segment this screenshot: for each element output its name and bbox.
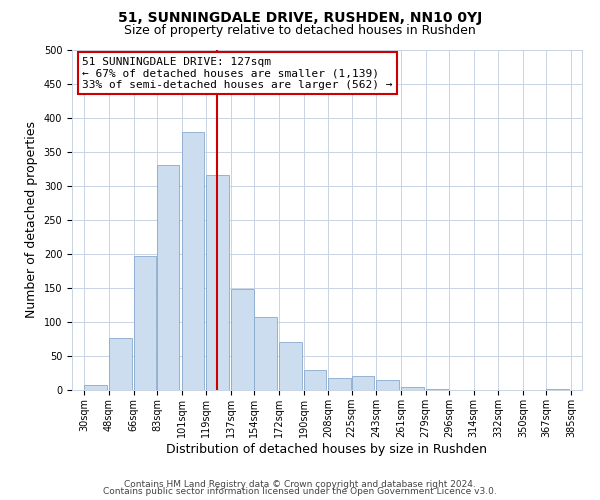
Bar	[134, 256, 156, 390]
Bar	[157, 165, 179, 390]
Bar	[401, 386, 424, 390]
Text: 51 SUNNINGDALE DRIVE: 127sqm
← 67% of detached houses are smaller (1,139)
33% of: 51 SUNNINGDALE DRIVE: 127sqm ← 67% of de…	[82, 57, 392, 90]
Text: Size of property relative to detached houses in Rushden: Size of property relative to detached ho…	[124, 24, 476, 37]
Bar	[279, 342, 302, 390]
Bar	[109, 338, 131, 390]
X-axis label: Distribution of detached houses by size in Rushden: Distribution of detached houses by size …	[167, 442, 487, 456]
Bar	[182, 132, 204, 390]
Text: 51, SUNNINGDALE DRIVE, RUSHDEN, NN10 0YJ: 51, SUNNINGDALE DRIVE, RUSHDEN, NN10 0YJ	[118, 11, 482, 25]
Bar	[231, 288, 254, 390]
Text: Contains public sector information licensed under the Open Government Licence v3: Contains public sector information licen…	[103, 487, 497, 496]
Bar	[206, 175, 229, 390]
Text: Contains HM Land Registry data © Crown copyright and database right 2024.: Contains HM Land Registry data © Crown c…	[124, 480, 476, 489]
Bar	[304, 370, 326, 390]
Bar	[352, 376, 374, 390]
Bar	[426, 388, 448, 390]
Bar	[376, 380, 399, 390]
Bar	[328, 378, 351, 390]
Y-axis label: Number of detached properties: Number of detached properties	[25, 122, 38, 318]
Bar	[547, 388, 569, 390]
Bar	[254, 317, 277, 390]
Bar	[85, 384, 107, 390]
